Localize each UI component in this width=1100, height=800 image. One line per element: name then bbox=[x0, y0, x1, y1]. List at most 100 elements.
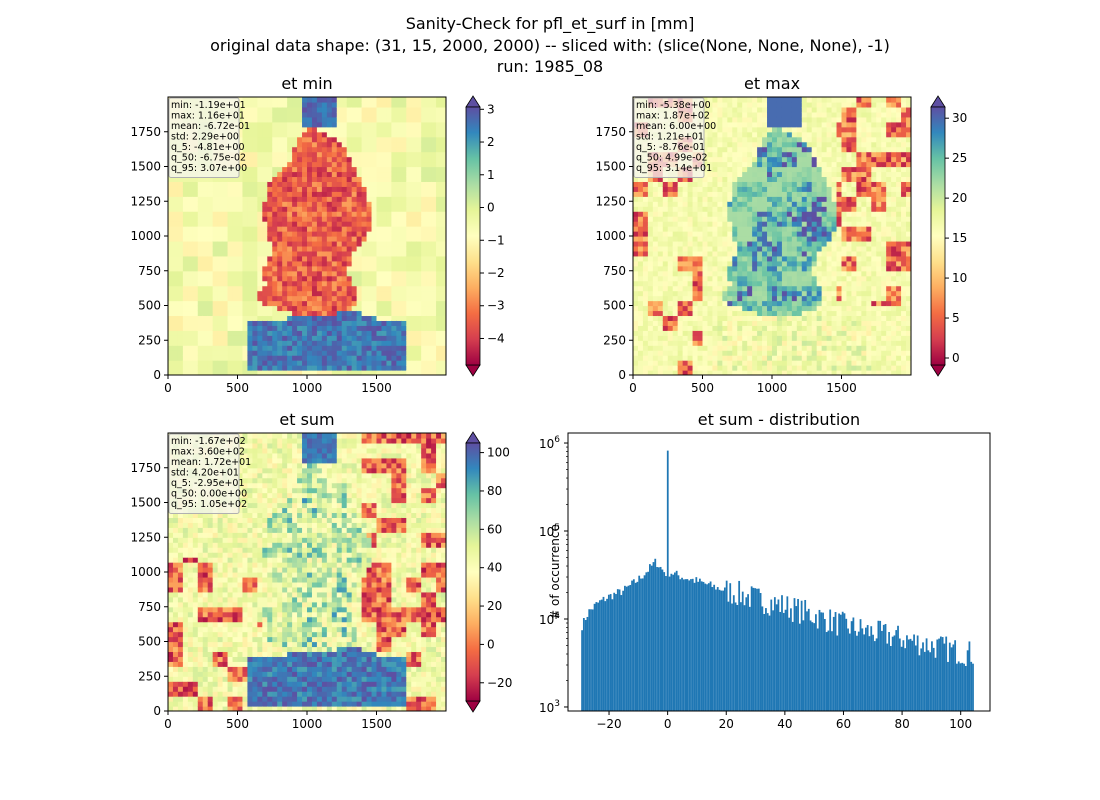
heatmap-cell bbox=[737, 245, 743, 252]
heatmap-cell bbox=[687, 216, 694, 222]
heatmap-cell bbox=[732, 315, 738, 321]
heatmap-cell bbox=[757, 136, 763, 143]
heatmap-cell bbox=[297, 315, 303, 321]
heatmap-cell bbox=[426, 231, 432, 237]
heatmap-cell bbox=[707, 330, 714, 336]
heatmap-cell bbox=[172, 300, 179, 307]
heatmap-cell bbox=[237, 156, 244, 163]
heatmap-cell bbox=[316, 255, 323, 262]
heatmap-cell bbox=[707, 191, 714, 197]
heatmap-cell bbox=[212, 270, 219, 277]
heatmap-cell bbox=[436, 101, 442, 108]
heatmap-cell bbox=[411, 221, 417, 227]
heatmap-cell bbox=[217, 255, 224, 262]
heatmap-cell bbox=[742, 345, 748, 351]
heatmap-cell bbox=[376, 226, 383, 232]
heatmap-cell bbox=[791, 370, 798, 375]
heatmap-cell bbox=[737, 156, 743, 163]
heatmap-cell bbox=[441, 305, 446, 312]
heatmap-cell bbox=[232, 255, 239, 262]
heatmap-cell bbox=[212, 370, 219, 375]
heatmap-cell bbox=[441, 295, 446, 302]
heatmap-cell bbox=[692, 250, 699, 257]
heatmap-cell bbox=[282, 216, 288, 222]
heatmap-cell bbox=[386, 355, 392, 361]
heatmap-cell bbox=[426, 101, 432, 108]
heatmap-cell bbox=[426, 116, 432, 123]
heatmap-cell bbox=[667, 275, 674, 282]
heatmap-cell bbox=[346, 330, 353, 336]
heatmap-cell bbox=[781, 131, 788, 138]
heatmap-cell bbox=[292, 320, 298, 326]
heatmap-cell bbox=[187, 260, 194, 267]
heatmap-cell bbox=[747, 226, 753, 232]
heatmap-cell bbox=[667, 191, 674, 197]
heatmap-cell bbox=[391, 265, 397, 272]
heatmap-cell bbox=[762, 126, 768, 133]
heatmap-cell bbox=[406, 226, 412, 232]
heatmap-cell bbox=[237, 196, 244, 202]
heatmap-cell bbox=[202, 355, 209, 361]
heatmap-cell bbox=[177, 285, 184, 292]
heatmap-cell bbox=[336, 250, 343, 257]
heatmap-cell bbox=[757, 265, 763, 272]
heatmap-cell bbox=[192, 236, 199, 242]
heatmap-cell bbox=[717, 111, 723, 118]
heatmap-cell bbox=[717, 231, 723, 237]
heatmap-cell bbox=[272, 310, 278, 317]
heatmap-cell bbox=[302, 221, 308, 227]
heatmap-cell bbox=[692, 340, 699, 346]
heatmap-cell bbox=[356, 335, 363, 341]
heatmap-cell bbox=[752, 285, 758, 292]
heatmap-cell bbox=[336, 226, 343, 232]
colorbar bbox=[465, 106, 481, 366]
heatmap-cell bbox=[341, 260, 348, 267]
heatmap-cell bbox=[411, 186, 417, 192]
heatmap-cell bbox=[757, 295, 763, 302]
heatmap-cell bbox=[351, 236, 358, 242]
heatmap-cell bbox=[712, 126, 718, 133]
heatmap-cell bbox=[242, 280, 249, 287]
heatmap-cell bbox=[177, 340, 184, 346]
heatmap-cell bbox=[702, 206, 709, 212]
heatmap-cell bbox=[441, 186, 446, 192]
heatmap-cell bbox=[302, 181, 308, 187]
heatmap-cell bbox=[687, 221, 694, 227]
heatmap-cell bbox=[292, 345, 298, 351]
heatmap-cell bbox=[366, 300, 373, 307]
heatmap-cell bbox=[657, 206, 664, 212]
heatmap-cell bbox=[341, 171, 348, 178]
heatmap-cell bbox=[366, 360, 373, 366]
heatmap-cell bbox=[396, 330, 402, 336]
heatmap-cell bbox=[247, 226, 253, 232]
heatmap-cell bbox=[421, 121, 427, 128]
heatmap-cell bbox=[401, 255, 407, 262]
heatmap-cell bbox=[361, 320, 368, 326]
heatmap-cell bbox=[421, 240, 427, 247]
heatmap-cell bbox=[786, 221, 793, 227]
heatmap-cell bbox=[307, 275, 313, 282]
heatmap-cell bbox=[717, 340, 723, 346]
heatmap-cell bbox=[647, 370, 654, 375]
heatmap-cell bbox=[697, 265, 704, 272]
heatmap-cell bbox=[401, 211, 407, 217]
heatmap-cell bbox=[381, 211, 388, 217]
heatmap-cell bbox=[336, 290, 343, 297]
heatmap-cell bbox=[366, 340, 373, 346]
heatmap-cell bbox=[287, 116, 293, 123]
heatmap-cell bbox=[331, 245, 338, 252]
heatmap-cell bbox=[331, 270, 338, 277]
heatmap-cell bbox=[302, 370, 308, 375]
heatmap-cell bbox=[712, 151, 718, 158]
heatmap-cell bbox=[386, 275, 392, 282]
heatmap-cell bbox=[182, 206, 189, 212]
heatmap-cell bbox=[187, 231, 194, 237]
heatmap-cell bbox=[307, 335, 313, 341]
heatmap-cell bbox=[292, 131, 298, 138]
heatmap-cell bbox=[781, 335, 788, 341]
heatmap-cell bbox=[416, 181, 422, 187]
heatmap-cell bbox=[752, 365, 758, 371]
heatmap-cell bbox=[232, 285, 239, 292]
heatmap-cell bbox=[346, 101, 353, 108]
heatmap-cell bbox=[237, 136, 244, 143]
